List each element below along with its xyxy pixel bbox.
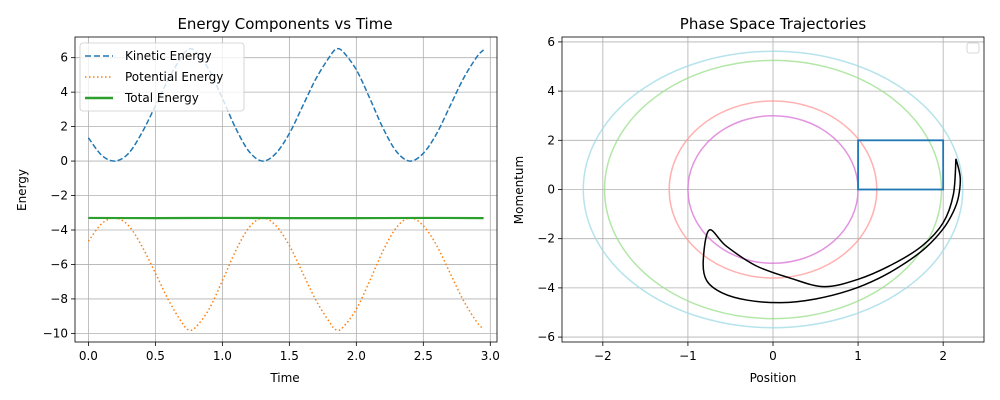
energy-chart-series [87,47,485,332]
energy-xtick-label: 1.5 [280,349,299,363]
phase-rectangle [857,139,945,191]
phase-xtick-label: 0 [769,349,777,363]
phase-xtick-label: −2 [594,349,612,363]
energy-ytick-label: 2 [60,120,68,134]
energy-xtick-label: 0.0 [79,349,98,363]
legend-potential-label: Potential Energy [125,70,223,84]
phase-chart-ticks: −2 −1 0 1 2 −6 −4 −2 0 2 4 6 [537,35,947,363]
energy-xtick-label: 2.5 [414,349,433,363]
phase-ytick-label: 0 [547,183,555,197]
energy-ytick-label: 0 [60,154,68,168]
energy-xtick-label: 0.5 [146,349,165,363]
energy-chart: Energy Components vs Time 0.0 0.5 1.0 1.5 2.… [15,15,500,385]
legend-kinetic-label: Kinetic Energy [125,49,212,63]
potential-energy-line [87,217,485,332]
phase-ytick-label: 2 [547,133,555,147]
phase-ytick-label: 6 [547,35,555,49]
energy-ytick-label: −8 [50,292,68,306]
phase-trajectory [702,158,962,304]
energy-ytick-label: −10 [43,326,68,340]
energy-legend: Kinetic Energy Potential Energy Total En… [79,42,245,112]
phase-ytick-label: 4 [547,84,555,98]
energy-chart-ylabel: Energy [15,169,29,211]
energy-xtick-label: 3.0 [481,349,500,363]
energy-legend-box [79,42,245,112]
orbit-outer-cyan [582,50,964,329]
phase-legend-empty [966,42,980,54]
energy-ytick-label: −4 [50,223,68,237]
energy-chart-grid [75,37,497,342]
phase-ytick-label: −6 [537,330,555,344]
energy-chart-ticks: 0.0 0.5 1.0 1.5 2.0 2.5 3.0 −10 −8 −6 −4 −2 0 2 4 6 [43,51,500,363]
energy-chart-title: Energy Components vs Time [177,15,392,33]
legend-total-label: Total Energy [124,91,199,105]
phase-ytick-label: −4 [537,281,555,295]
energy-ytick-label: −6 [50,257,68,271]
energy-xtick-label: 2.0 [347,349,366,363]
phase-ytick-label: −2 [537,232,555,246]
phase-chart-xlabel: Position [750,371,797,385]
energy-ytick-label: 4 [60,85,68,99]
energy-chart-frame [74,36,498,343]
phase-space-chart: Phase Space Trajectories −2 −1 0 1 2 −6 −4 −2 0 2… [512,15,985,385]
energy-ytick-label: −2 [50,189,68,203]
energy-chart-xlabel: Time [269,371,299,385]
kinetic-energy-line [87,47,485,162]
phase-chart-series [582,50,964,329]
energy-ytick-label: 6 [60,51,68,65]
phase-xtick-label: 1 [854,349,862,363]
phase-chart-ylabel: Momentum [512,156,526,224]
phase-chart-grid [562,37,984,342]
phase-chart-title: Phase Space Trajectories [680,15,867,33]
phase-xtick-label: 2 [939,349,947,363]
energy-xtick-label: 1.0 [213,349,232,363]
phase-xtick-label: −1 [679,349,697,363]
